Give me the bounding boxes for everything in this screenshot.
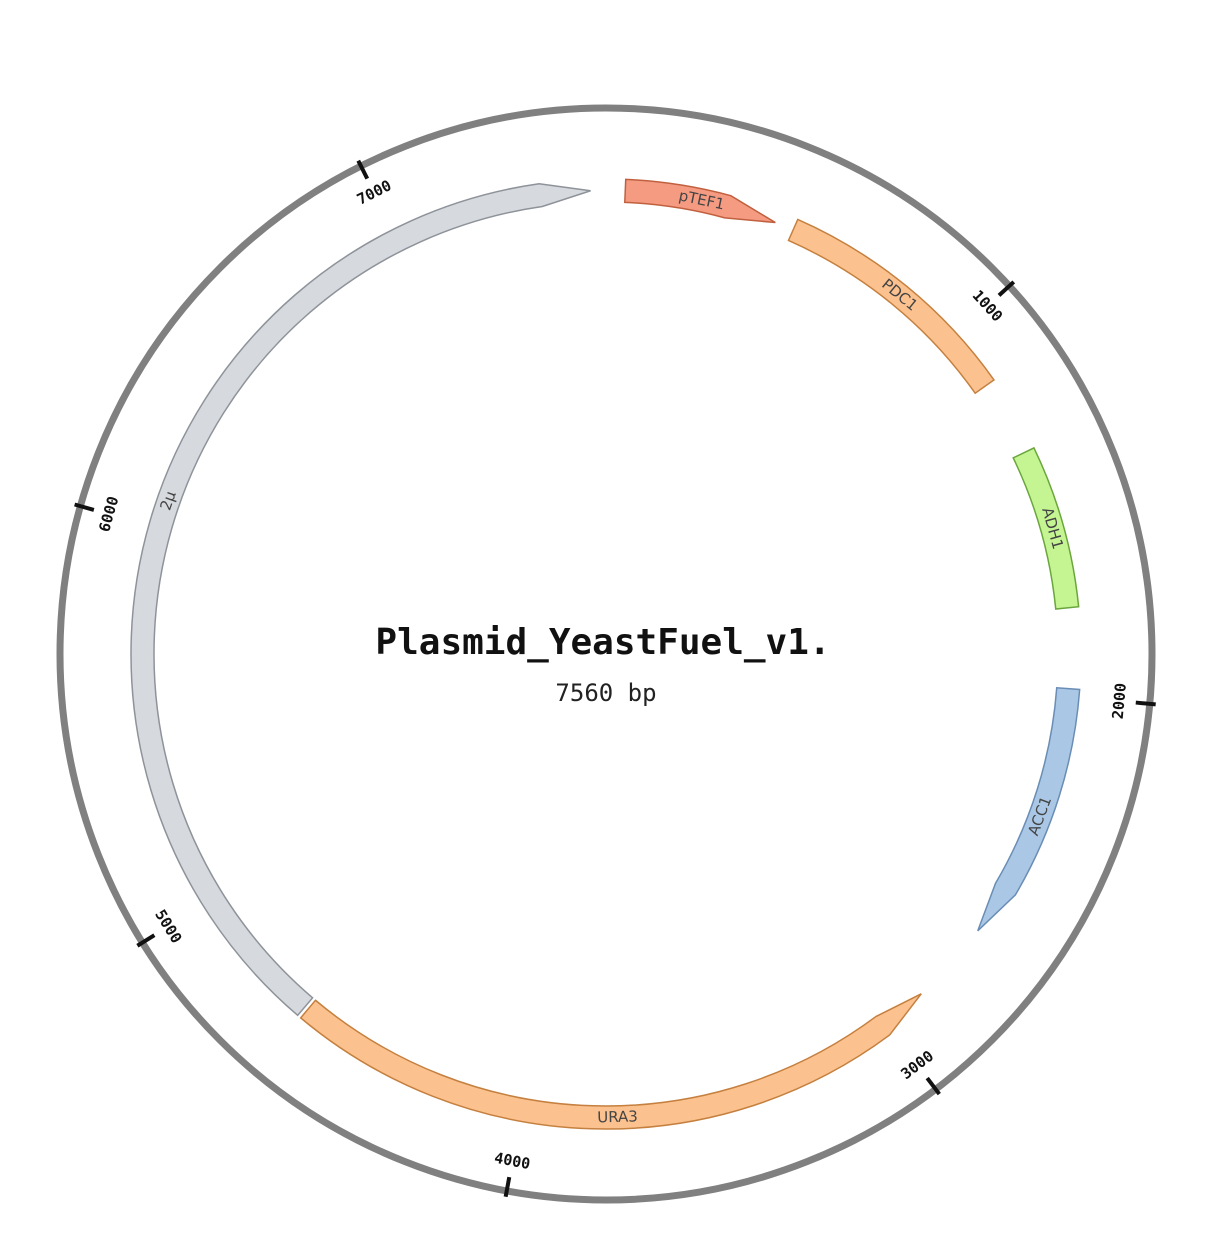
- tick-mark: [1135, 700, 1156, 707]
- tick-label: 5000: [151, 906, 185, 946]
- tick-mark: [925, 1076, 941, 1096]
- tick-label: 2000: [1109, 682, 1130, 720]
- tick-label: 7000: [354, 176, 394, 208]
- backbone-circle: [56, 104, 1156, 1204]
- tick-mark: [356, 159, 370, 180]
- feature-2-arc[interactable]: [130, 182, 591, 1017]
- feature-ura3-label: URA3: [597, 1107, 638, 1126]
- feature-ptef1-arc[interactable]: [623, 178, 776, 224]
- feature-adh1-arc[interactable]: [1012, 446, 1080, 610]
- plasmid-title: Plasmid_YeastFuel_v1.: [375, 622, 830, 663]
- feature-ura3-arc[interactable]: [299, 993, 922, 1130]
- feature-2-label: 2μ: [156, 488, 179, 512]
- feature-acc1-arc[interactable]: [977, 686, 1081, 932]
- tick-mark: [997, 280, 1016, 297]
- tick-mark: [136, 933, 156, 948]
- tick-label: 6000: [95, 494, 122, 534]
- tick-mark: [74, 502, 95, 512]
- tick-mark: [503, 1176, 512, 1198]
- tick-label: 3000: [897, 1047, 937, 1083]
- feature-pdc1-arc[interactable]: [787, 218, 996, 395]
- tick-label: 4000: [493, 1149, 532, 1173]
- plasmid-length: 7560 bp: [555, 679, 656, 707]
